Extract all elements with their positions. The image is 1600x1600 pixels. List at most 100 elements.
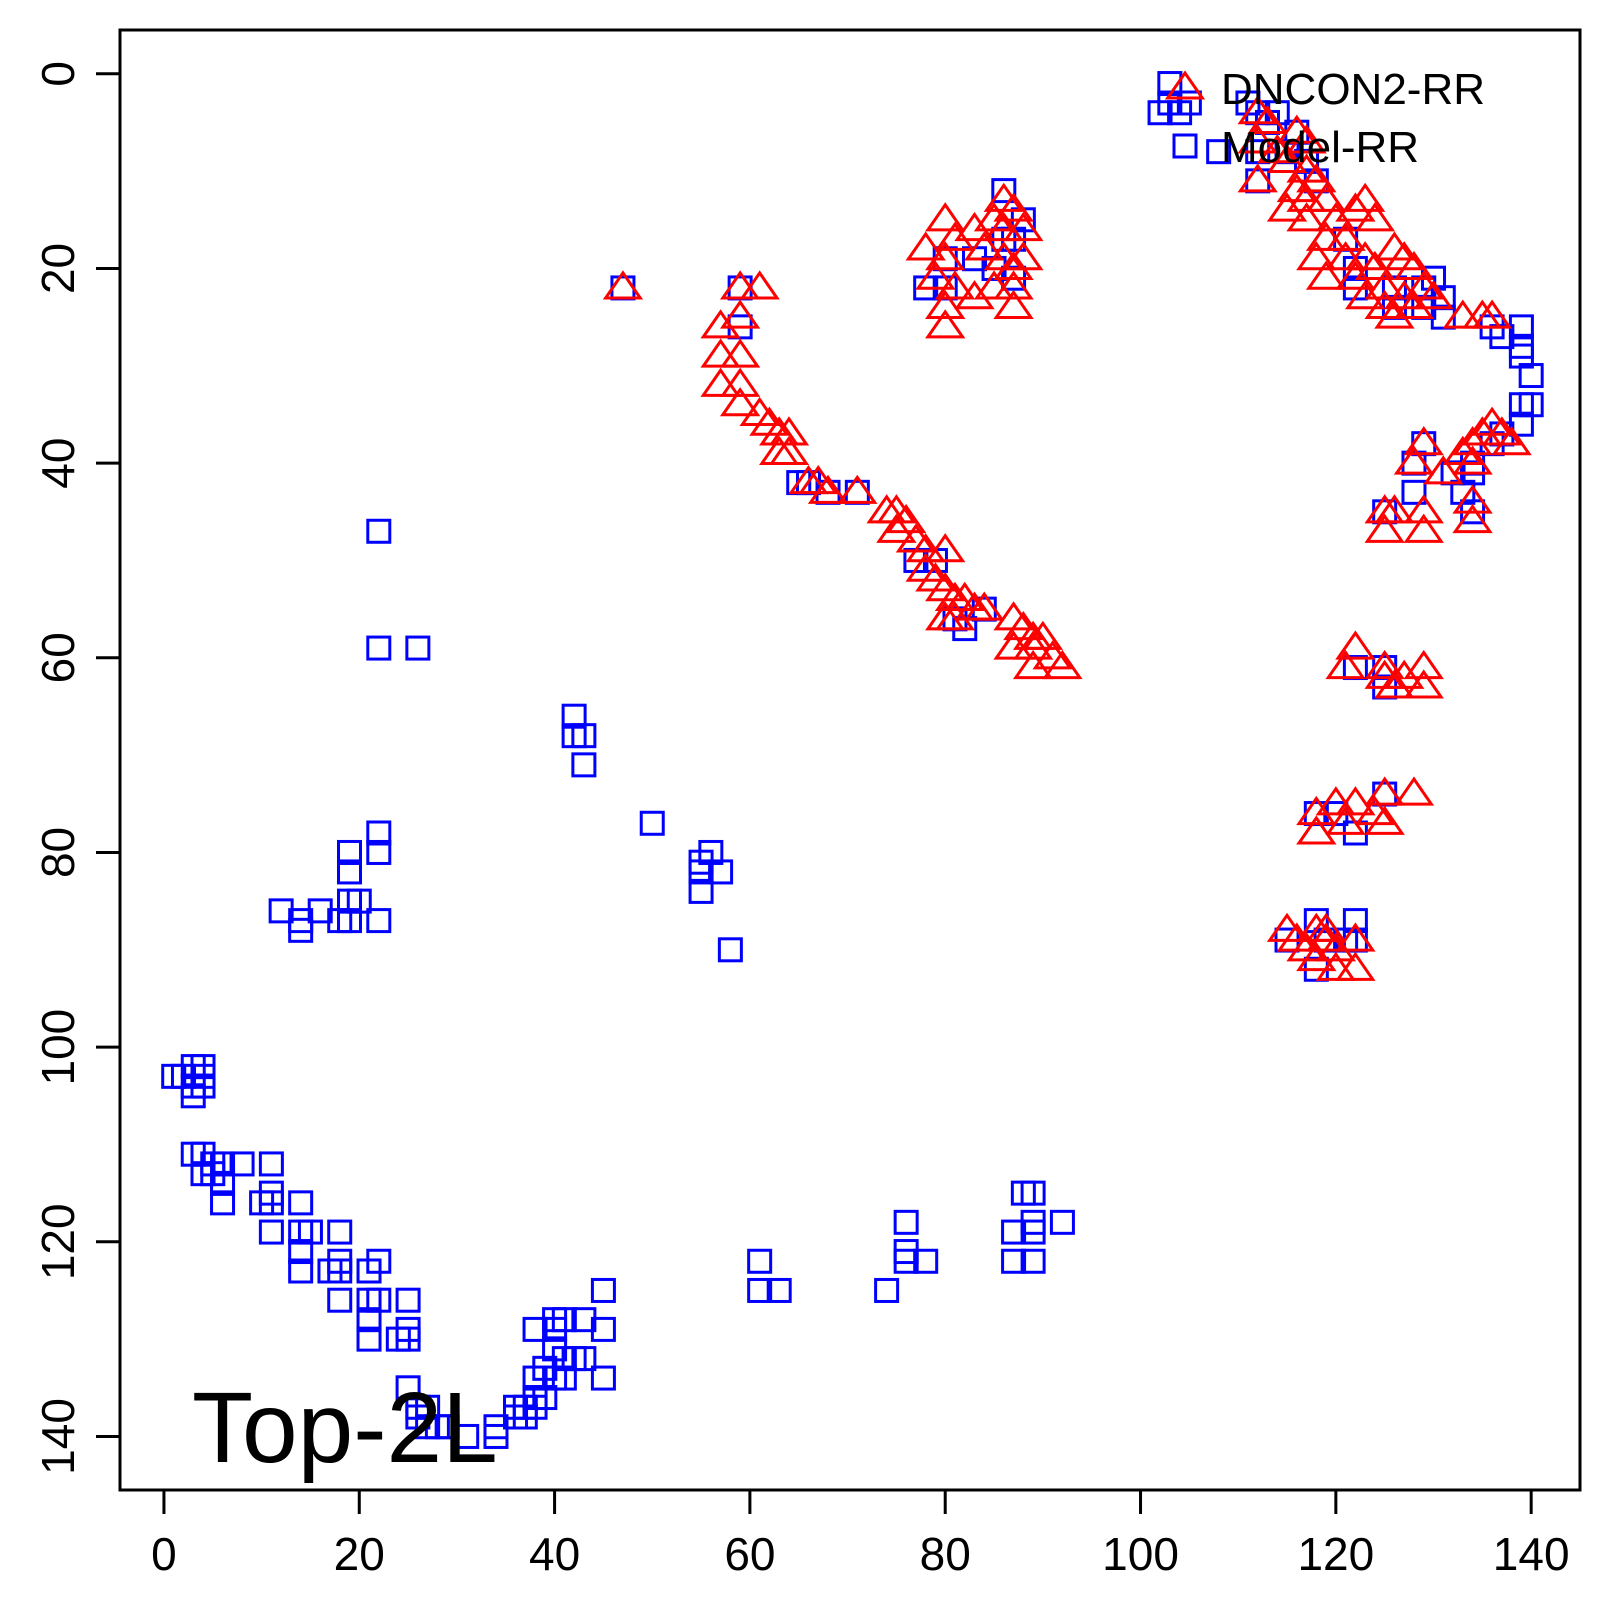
dncon2-rr-point (1374, 669, 1415, 699)
model-rr-point (356, 1307, 382, 1333)
dncon2-rr-point (1315, 932, 1357, 962)
dncon2-rr-point (954, 280, 995, 310)
dncon2-rr-point (993, 630, 1034, 660)
dncon2-rr-point (1384, 659, 1425, 689)
dncon2-rr-point (993, 192, 1034, 222)
model-rr-point (571, 1346, 597, 1372)
dncon2-rr-point (1296, 795, 1337, 826)
dncon2-rr-point (1305, 260, 1347, 290)
y-tick-label: 140 (32, 1398, 84, 1475)
dncon2-rr-point (925, 309, 966, 339)
model-rr-point (190, 1073, 216, 1099)
model-rr-point (288, 1190, 314, 1216)
model-rr-point (327, 1287, 353, 1313)
model-rr-point (571, 752, 597, 778)
dncon2-rr-point (1403, 649, 1444, 680)
model-rr-point (1049, 1209, 1075, 1235)
model-rr-point (590, 1316, 616, 1342)
y-tick-label: 40 (32, 438, 84, 489)
dncon2-rr-point (915, 260, 956, 290)
dncon2-rr-point (1413, 280, 1454, 310)
dncon2-rr-point (1393, 776, 1435, 806)
dncon2-rr-point (925, 533, 966, 563)
dncon2-rr-point (759, 435, 800, 465)
dncon2-rr-point (1452, 426, 1493, 456)
x-tick-label: 120 (1297, 1528, 1374, 1580)
legend: DNCON2-RR Model-RR (1164, 65, 1485, 172)
model-rr-point (366, 635, 392, 661)
model-rr-point (288, 1239, 314, 1265)
model-rr-point (483, 1423, 509, 1449)
model-rr-point (366, 518, 392, 544)
model-rr-point (542, 1316, 568, 1342)
model-rr-point (1001, 1248, 1027, 1274)
dncon2-rr-point (1325, 221, 1366, 251)
model-rr-point (405, 635, 431, 661)
dncon2-rr-point (1374, 299, 1415, 329)
y-tick-label: 100 (32, 1009, 84, 1086)
dncon2-rr-point (1374, 494, 1415, 524)
model-rr-point (1020, 1180, 1046, 1206)
dncon2-rr-point (905, 533, 946, 563)
model-rr-point (258, 1219, 284, 1245)
dncon2-rr-point (1296, 241, 1337, 271)
x-tick-label: 0 (151, 1528, 177, 1580)
model-rr-point (288, 917, 314, 943)
dncon2-rr-point (1305, 182, 1347, 212)
model-rr-point (1176, 90, 1202, 116)
dncon2-rr-point (1296, 815, 1337, 845)
dncon2-rr-point (1247, 104, 1288, 135)
dncon2-rr-point (1286, 202, 1327, 232)
dncon2-rr-point (602, 270, 644, 300)
dncon2-rr-point (837, 474, 878, 504)
dncon2-rr-point (1344, 182, 1386, 212)
model-rr-point (366, 1248, 392, 1274)
model-rr-point (571, 723, 597, 749)
model-rr-point (590, 1277, 616, 1303)
y-tick-label: 120 (32, 1203, 84, 1280)
model-rr-point (639, 810, 665, 836)
dncon2-rr-point (1364, 805, 1405, 835)
x-tick-label: 60 (724, 1528, 775, 1580)
model-rr-point (395, 1326, 421, 1352)
dncon2-rr-point (1305, 912, 1347, 942)
x-tick-label: 80 (920, 1528, 971, 1580)
dncon2-rr-point (1296, 941, 1337, 972)
legend-square-icon (1172, 133, 1198, 159)
model-rr-point (366, 820, 392, 846)
x-tick-label: 40 (529, 1528, 580, 1580)
dncon2-rr-point (1315, 951, 1357, 981)
legend-label: DNCON2-RR (1221, 65, 1485, 114)
model-rr-point (991, 178, 1017, 204)
model-rr-point (1508, 392, 1534, 418)
dncon2-rr-point (993, 289, 1034, 319)
dncon2-rr-point (934, 270, 976, 300)
dncon2-rr-point (1452, 445, 1493, 475)
dncon2-rr-point (1393, 289, 1435, 319)
dncon2-rr-point (1423, 455, 1464, 485)
dncon2-rr-point (719, 338, 761, 368)
dncon2-rr-point (1325, 805, 1366, 835)
model-rr-point (258, 1190, 284, 1216)
dncon2-rr-point (934, 221, 976, 251)
y-tick-label: 0 (32, 61, 84, 87)
dncon2-rr-point (1471, 299, 1513, 329)
model-rr-point (766, 1277, 792, 1303)
dncon2-rr-point (1335, 630, 1376, 660)
dncon2-rr-point (1491, 426, 1532, 456)
dncon2-rr-point (1266, 143, 1308, 173)
dncon2-rr-point (1452, 503, 1493, 534)
dncon2-rr-point (768, 416, 810, 446)
dncon2-rr-point (1403, 494, 1444, 524)
dncon2-rr-point (719, 367, 761, 397)
dncon2-rr-point (1237, 163, 1278, 193)
model-rr-point (395, 1287, 421, 1313)
legend-label: Model-RR (1221, 123, 1419, 172)
model-rr-point (747, 1248, 773, 1274)
model-rr-point (893, 1209, 919, 1235)
dncon2-rr-point (1403, 669, 1444, 699)
dncon2-rr-point (1335, 922, 1376, 952)
dncon2-rr-point (1335, 192, 1376, 222)
model-rr-point (1020, 1219, 1046, 1245)
